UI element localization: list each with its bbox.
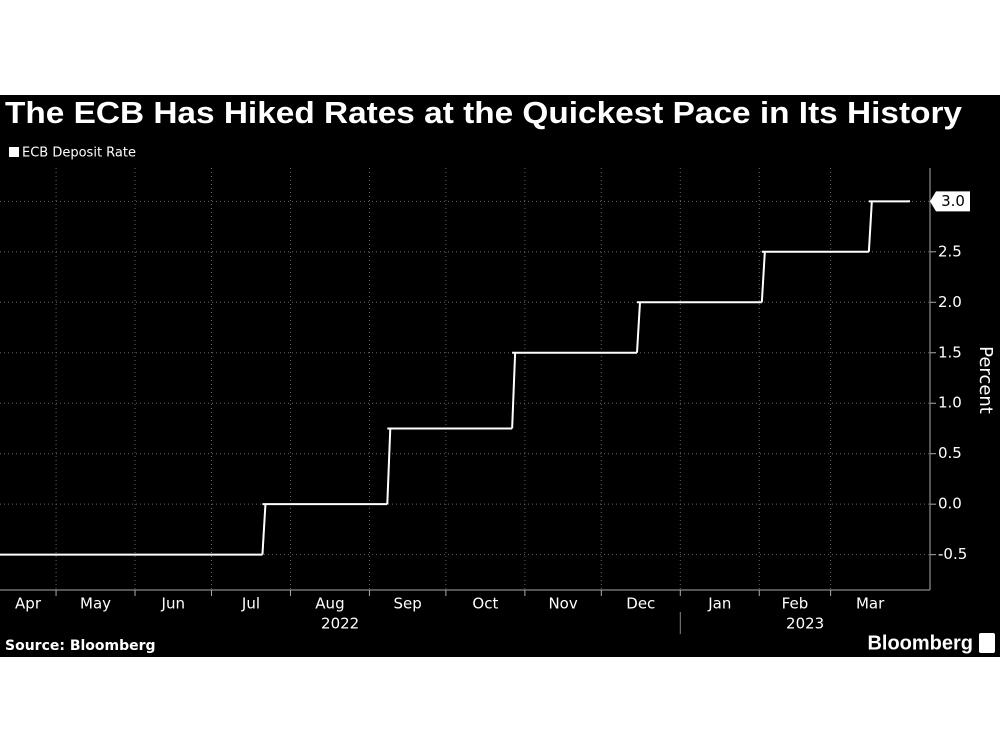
x-tick-label: May xyxy=(80,595,111,613)
y-tick-label: -0.5 xyxy=(938,545,967,563)
step-riser xyxy=(867,201,873,252)
x-tick-label: Mar xyxy=(856,595,885,613)
legend-swatch xyxy=(9,147,19,157)
x-tick-label: Apr xyxy=(15,595,42,613)
step-riser xyxy=(511,352,517,429)
step-riser xyxy=(635,302,641,353)
value-label: 3.0 xyxy=(941,192,965,210)
y-tick-label: 1.0 xyxy=(938,394,962,412)
step-riser xyxy=(261,504,267,555)
y-tick-label: 0.5 xyxy=(938,444,962,462)
line-point xyxy=(906,200,909,203)
y-tick-label: 2.0 xyxy=(938,293,962,311)
step-riser xyxy=(760,251,766,303)
x-tick-label: Nov xyxy=(548,595,577,613)
x-tick-label: Jul xyxy=(241,595,260,613)
year-label: 2022 xyxy=(321,615,359,633)
panel xyxy=(0,95,1000,657)
logo: Bloomberg xyxy=(867,632,973,654)
logo-icon xyxy=(979,633,995,653)
y-tick-label: 0.0 xyxy=(938,495,962,513)
x-tick-label: Dec xyxy=(626,595,655,613)
x-tick-label: Jun xyxy=(161,595,185,613)
legend-label: ECB Deposit Rate xyxy=(22,146,136,161)
chart-title: The ECB Has Hiked Rates at the Quickest … xyxy=(5,95,963,130)
y-axis-label: Percent xyxy=(975,346,996,414)
x-tick-label: Aug xyxy=(315,595,344,613)
y-tick-label: 2.5 xyxy=(938,242,962,260)
year-label: 2023 xyxy=(786,615,824,633)
x-tick-label: Oct xyxy=(472,595,498,613)
step-riser xyxy=(386,428,392,505)
source: Source: Bloomberg xyxy=(5,638,156,654)
value-label-box xyxy=(930,191,970,212)
x-tick-label: Feb xyxy=(782,595,809,613)
x-tick-label: Sep xyxy=(394,595,422,613)
x-tick-label: Jan xyxy=(707,595,731,613)
y-tick-label: 1.5 xyxy=(938,343,962,361)
